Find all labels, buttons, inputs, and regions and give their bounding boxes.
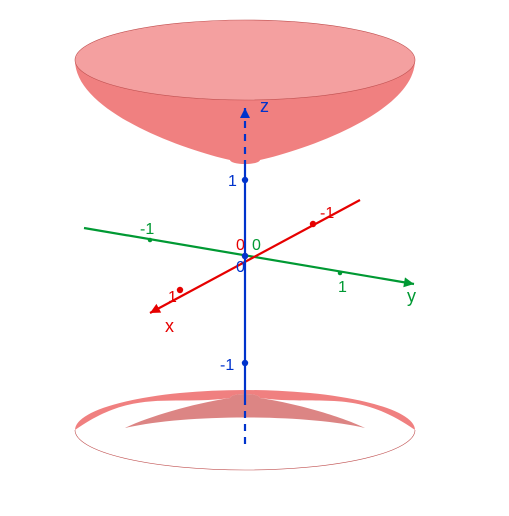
top-sheet-rim	[75, 20, 415, 100]
hyperboloid-figure: -1 0 1 y -1 0 1 x 1 0 -1 z	[0, 0, 509, 516]
z-axis-label: z	[260, 96, 269, 116]
y-tick	[148, 238, 152, 242]
y-tick	[338, 271, 342, 275]
x-tick-label: 0	[236, 237, 245, 254]
x-tick-label: -1	[320, 205, 334, 222]
y-tick-label: 1	[338, 279, 347, 296]
z-tick-label: 0	[236, 259, 245, 276]
z-tick-label: -1	[220, 357, 234, 374]
y-axis	[84, 228, 414, 284]
y-tick-label: 0	[252, 237, 261, 254]
z-tick-label: 1	[228, 173, 237, 190]
z-tick	[242, 177, 248, 183]
z-tick	[242, 360, 248, 366]
y-axis-label: y	[407, 286, 416, 306]
x-axis-label: x	[165, 316, 174, 336]
x-tick	[177, 287, 183, 293]
x-tick-label: 1	[168, 289, 177, 306]
x-tick	[310, 221, 316, 227]
y-tick-label: -1	[140, 221, 154, 238]
